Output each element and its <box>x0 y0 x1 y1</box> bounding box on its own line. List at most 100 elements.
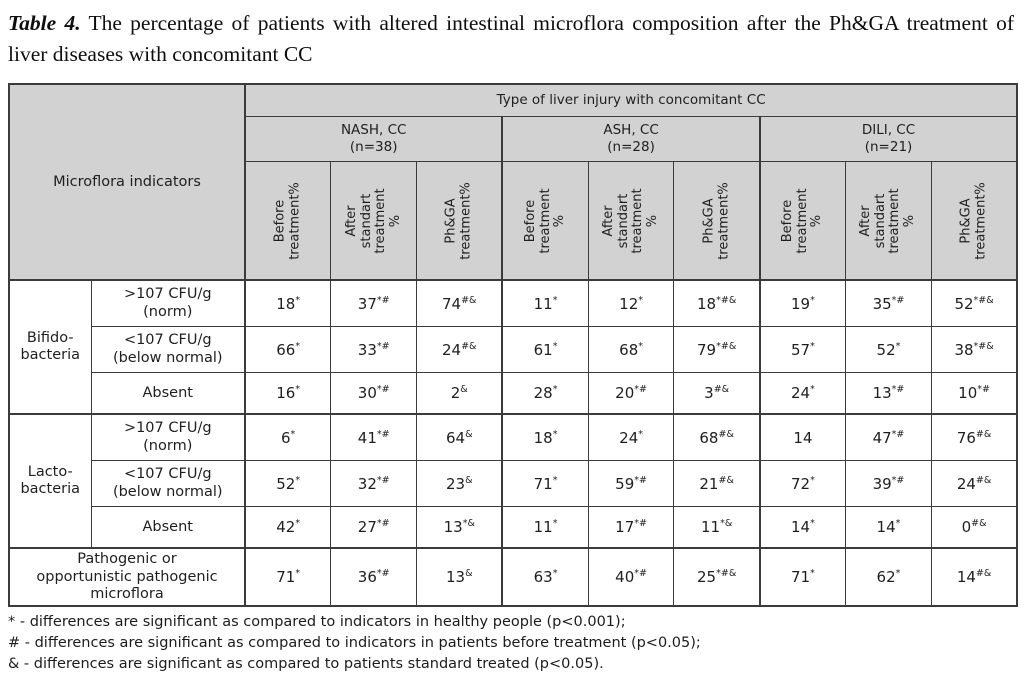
significance-marker: * <box>810 294 815 306</box>
column-header-rotated: Before treatment% <box>244 161 332 282</box>
significance-marker: * <box>552 474 558 486</box>
significance-marker: & <box>460 384 468 396</box>
data-cell: 21#& <box>673 460 761 508</box>
data-cell: 18*#& <box>673 279 761 328</box>
indicator-label: <107 CFU/g (below normal) <box>90 326 246 374</box>
significance-marker: *# <box>376 384 390 396</box>
significance-marker: * <box>295 474 301 486</box>
data-cell: 11* <box>501 506 589 549</box>
cell-value: 27 <box>357 518 377 537</box>
data-cell: 37*# <box>330 279 418 328</box>
column-header-rotated: Before treatment % <box>501 161 589 282</box>
significance-marker: *# <box>977 384 990 396</box>
cell-value: 37 <box>357 294 377 313</box>
cell-value: 18 <box>533 428 553 447</box>
column-header-label: Before treatment % <box>780 188 825 254</box>
cell-value: 20 <box>615 384 635 403</box>
cell-value: 72 <box>791 474 811 493</box>
significance-marker: #& <box>713 384 730 396</box>
table-row: Absent 42* 27*# 13*& 11* 17*# 11*& 14* 14* 0#& <box>9 506 1018 549</box>
footnote-asterisk: * - differences are significant as compa… <box>8 614 626 631</box>
cell-value: 19 <box>791 294 811 313</box>
cell-value: 38 <box>954 340 974 359</box>
significance-marker: * <box>295 384 301 396</box>
significance-marker: *# <box>634 474 647 486</box>
cell-value: 66 <box>276 340 296 359</box>
data-cell: 64& <box>416 413 503 462</box>
table-row: <107 CFU/g (below normal) 66* 33*# 24#& 61* 6… <box>9 326 1018 374</box>
cell-value: 11 <box>533 294 553 313</box>
data-cell: 11*& <box>673 506 761 549</box>
cell-value: 23 <box>445 474 466 493</box>
data-cell: 27*# <box>330 506 418 549</box>
data-cell: 76#& <box>930 413 1018 462</box>
significance-marker: *# <box>891 474 905 486</box>
significance-marker: * <box>895 518 901 530</box>
data-cell: 14* <box>758 506 847 549</box>
significance-marker: #& <box>975 568 992 580</box>
data-cell: 28* <box>501 372 589 415</box>
significance-marker: #& <box>975 474 992 486</box>
cell-value: 39 <box>872 474 892 493</box>
significance-marker: * <box>638 340 643 352</box>
significance-marker: * <box>552 568 558 580</box>
data-cell: 79*#& <box>673 326 761 374</box>
data-cell: 2& <box>416 372 503 415</box>
significance-marker: & <box>465 428 473 440</box>
data-cell: 30*# <box>330 372 418 415</box>
data-cell: 14* <box>845 506 932 549</box>
cell-value: 76 <box>956 428 976 447</box>
significance-marker: *# <box>376 294 390 306</box>
data-cell: 63* <box>501 547 589 607</box>
cell-value: 57 <box>791 340 811 359</box>
table-row: Lacto- bacteria >107 CFU/g (norm) 6* 41*# 64… <box>8 413 1018 549</box>
cell-value: 74 <box>442 294 462 313</box>
data-cell: 13& <box>416 547 503 607</box>
group-header: ASH, CC (n=28) <box>501 116 761 163</box>
data-cell: 36*# <box>330 547 418 607</box>
footnotes: * - differences are significant as compa… <box>8 612 1016 674</box>
cell-value: 61 <box>533 340 553 359</box>
column-header-rotated: Ph&GA treatment% <box>416 161 503 282</box>
cell-value: 2 <box>450 384 461 403</box>
cell-value: 14 <box>791 518 811 537</box>
cell-value: 11 <box>701 518 721 537</box>
significance-marker: * <box>895 568 901 580</box>
table-caption-text: The percentage of patients with altered … <box>8 11 1014 67</box>
cell-value: 24 <box>442 340 462 359</box>
column-header-rotated: After standart treatment % <box>330 161 418 282</box>
significance-marker: * <box>810 384 815 396</box>
cell-value: 41 <box>357 428 377 447</box>
significance-marker: #& <box>461 294 477 306</box>
data-cell: 52* <box>845 326 932 374</box>
significance-marker: * <box>295 294 301 306</box>
significance-marker: * <box>552 384 558 396</box>
cell-value: 13 <box>872 384 892 403</box>
data-cell: 72* <box>758 460 847 508</box>
data-cell: 0#& <box>930 506 1018 549</box>
data-cell: 52* <box>244 460 332 508</box>
cell-value: 16 <box>276 384 296 403</box>
significance-marker: #& <box>975 428 992 440</box>
significance-marker: #& <box>971 518 987 530</box>
data-cell: 14 <box>758 413 847 462</box>
significance-marker: #& <box>718 428 734 440</box>
data-cell: 6* <box>244 413 332 462</box>
significance-marker: *# <box>376 428 390 440</box>
cell-value: 14 <box>876 518 896 537</box>
significance-marker: *#& <box>716 340 737 352</box>
cell-value: 24 <box>791 384 811 403</box>
data-cell: 71* <box>758 547 847 607</box>
significance-marker: #& <box>461 340 477 352</box>
data-cell: 24* <box>758 372 847 415</box>
significance-marker: * <box>810 518 815 530</box>
significance-marker: *#& <box>973 294 994 306</box>
cell-value: 63 <box>533 568 553 587</box>
cell-value: 24 <box>956 474 976 493</box>
data-cell: 18* <box>244 279 332 328</box>
cell-value: 30 <box>357 384 377 403</box>
data-cell: 62* <box>845 547 932 607</box>
table-row: <107 CFU/g (below normal) 52* 32*# 23& 71* 59… <box>9 460 1018 508</box>
cell-value: 35 <box>872 294 892 313</box>
data-cell: 68#& <box>673 413 761 462</box>
